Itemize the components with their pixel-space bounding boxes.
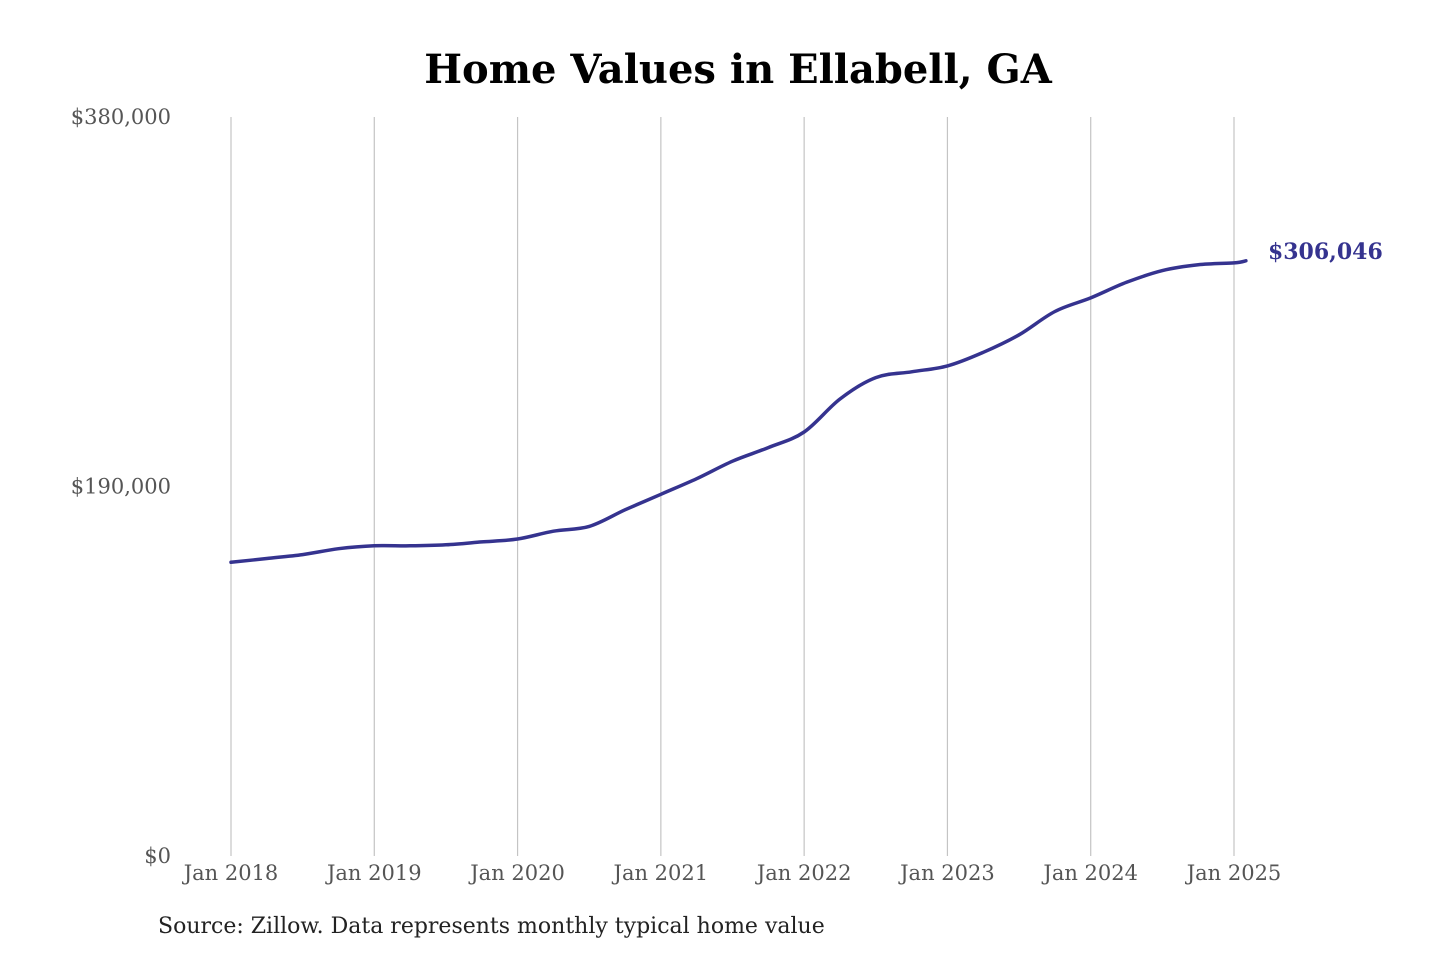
x-tick-label: Jan 2018 [182,861,279,885]
y-tick-label: $190,000 [71,475,171,499]
end-value-label: $306,046 [1268,239,1383,265]
x-tick-label: Jan 2022 [755,861,852,885]
y-axis: $0 $190,000 $380,000 [71,105,171,868]
y-tick-label: $380,000 [71,105,171,129]
line-chart: Home Values in Ellabell, GA $0 $190,000 $3… [71,46,1383,885]
x-tick-label: Jan 2021 [612,861,709,885]
x-tick-label: Jan 2025 [1185,861,1282,885]
x-tick-label: Jan 2024 [1041,861,1138,885]
x-tick-label: Jan 2019 [325,861,422,885]
y-tick-label: $0 [144,844,171,868]
home-value-line [229,259,1248,565]
x-tick-label: Jan 2023 [898,861,995,885]
series-layer [229,259,1248,565]
gridlines [230,117,1235,856]
source-note: Source: Zillow. Data represents monthly … [158,914,825,939]
chart-title: Home Values in Ellabell, GA [424,46,1052,93]
x-tick-label: Jan 2020 [468,861,565,885]
x-axis: Jan 2018 Jan 2019 Jan 2020 Jan 2021 Jan 2022… [182,861,1282,885]
